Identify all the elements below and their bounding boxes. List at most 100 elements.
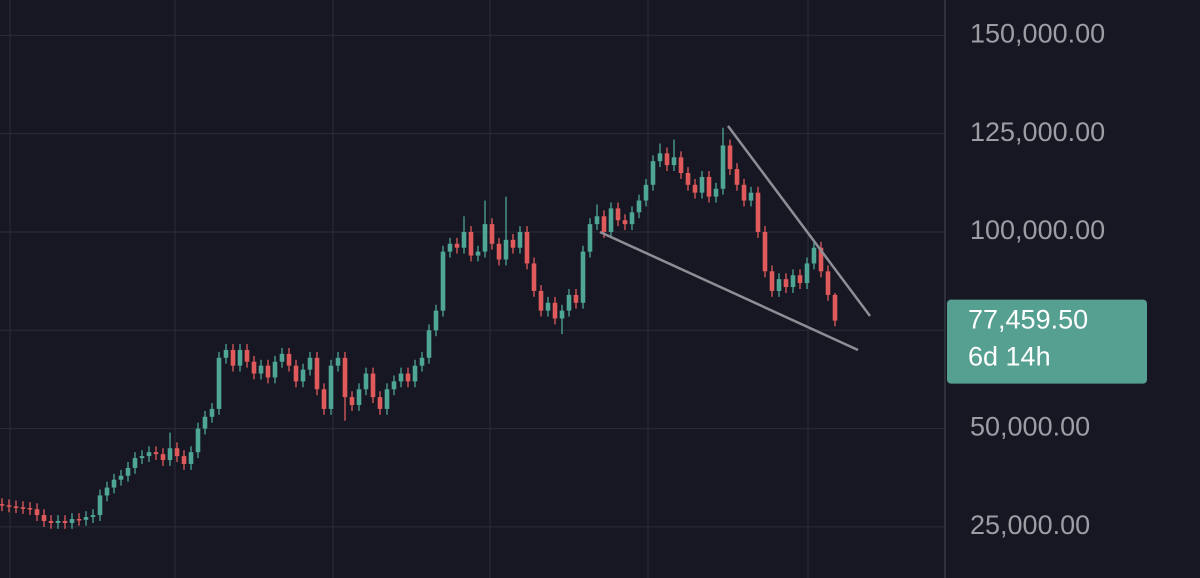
candle-body <box>692 184 698 193</box>
candle-body <box>573 294 579 303</box>
candle-body <box>216 357 222 409</box>
candle-body <box>202 416 208 429</box>
candle-body <box>412 365 418 382</box>
candle-body <box>671 157 677 166</box>
candle-body <box>104 487 110 496</box>
candle-body <box>293 365 299 382</box>
candle-body <box>664 153 670 166</box>
candle-body <box>349 397 355 405</box>
candle-body <box>741 184 747 201</box>
candle-body <box>706 176 712 197</box>
candle-body <box>181 456 187 464</box>
price-badge: 77,459.50 6d 14h <box>947 299 1147 384</box>
y-tick-label: 100,000.00 <box>970 215 1105 245</box>
candle-body <box>132 458 138 468</box>
candle-body <box>755 192 761 232</box>
candle-body <box>454 243 460 248</box>
candle-body <box>251 361 257 374</box>
candle-body <box>300 369 306 382</box>
candle-body <box>482 224 488 252</box>
candle-body <box>538 290 544 311</box>
candle-body <box>195 428 201 453</box>
candle-body <box>440 251 446 311</box>
candle-body <box>223 349 229 358</box>
candles <box>0 127 838 529</box>
candle-body <box>69 519 75 523</box>
candle-body <box>433 310 439 331</box>
candle-body <box>34 509 40 516</box>
candle-body <box>804 263 810 284</box>
candle-body <box>0 504 5 506</box>
candle-body <box>398 373 404 382</box>
y-axis: 25,000.0050,000.0075,000.00100,000.00125… <box>970 19 1105 540</box>
candle-body <box>97 495 103 516</box>
candle-body <box>6 505 12 507</box>
candle-body <box>41 515 47 521</box>
candle-body <box>475 251 481 256</box>
candle-body <box>426 330 432 358</box>
candle-body <box>461 231 467 248</box>
candle-body <box>608 208 614 232</box>
candle-body <box>335 357 341 366</box>
candle-body <box>657 153 663 162</box>
candle-body <box>615 208 621 221</box>
candle-body <box>363 373 369 390</box>
candle-body <box>748 192 754 201</box>
candle-body <box>146 452 152 457</box>
candle-body <box>720 145 726 189</box>
trendline <box>726 125 872 317</box>
candle-body <box>699 176 705 193</box>
candle-body <box>90 515 96 518</box>
candle-body <box>370 373 376 398</box>
candle-body <box>307 357 313 370</box>
candle-body <box>188 452 194 464</box>
candle-body <box>713 188 719 197</box>
candle-body <box>783 279 789 288</box>
candle-body <box>125 467 131 476</box>
candle-body <box>48 520 54 523</box>
candle-body <box>76 519 82 521</box>
candle-body <box>419 357 425 366</box>
candle-body <box>727 145 733 170</box>
candle-body <box>601 216 607 232</box>
candle-body <box>447 243 453 252</box>
candle-body <box>496 243 502 260</box>
candle-body <box>258 365 264 374</box>
candle-body <box>286 353 292 366</box>
candle-body <box>237 349 243 366</box>
candle-body <box>818 247 824 272</box>
candle-body <box>20 507 26 509</box>
candle-body <box>377 397 383 409</box>
y-tick-label: 150,000.00 <box>970 19 1105 49</box>
candle-body <box>650 161 656 185</box>
candle-body <box>559 310 565 319</box>
candle-body <box>468 231 474 256</box>
candle-body <box>209 408 215 417</box>
candle-body <box>734 169 740 185</box>
candle-body <box>587 224 593 252</box>
candle-body <box>797 275 803 284</box>
candle-body <box>230 349 236 366</box>
candle-body <box>636 200 642 213</box>
countdown: 6d 14h <box>968 342 1051 372</box>
candle-body <box>769 271 775 291</box>
candle-body <box>27 508 33 510</box>
candle-body <box>776 279 782 291</box>
candle-body <box>83 517 89 520</box>
candle-body <box>342 357 348 398</box>
y-tick-label: 50,000.00 <box>970 412 1090 442</box>
candle-body <box>678 157 684 174</box>
candle-body <box>594 216 600 225</box>
candle-body <box>111 479 117 488</box>
candle-body <box>566 294 572 311</box>
candle-body <box>552 302 558 319</box>
candle-body <box>825 271 831 295</box>
candle-body <box>685 173 691 185</box>
candle-body <box>55 520 61 523</box>
y-tick-label: 25,000.00 <box>970 510 1090 540</box>
candle-body <box>153 452 159 455</box>
candle-body <box>356 389 362 405</box>
candle-body <box>832 294 838 321</box>
candle-body <box>489 224 495 244</box>
candle-body <box>524 231 530 264</box>
